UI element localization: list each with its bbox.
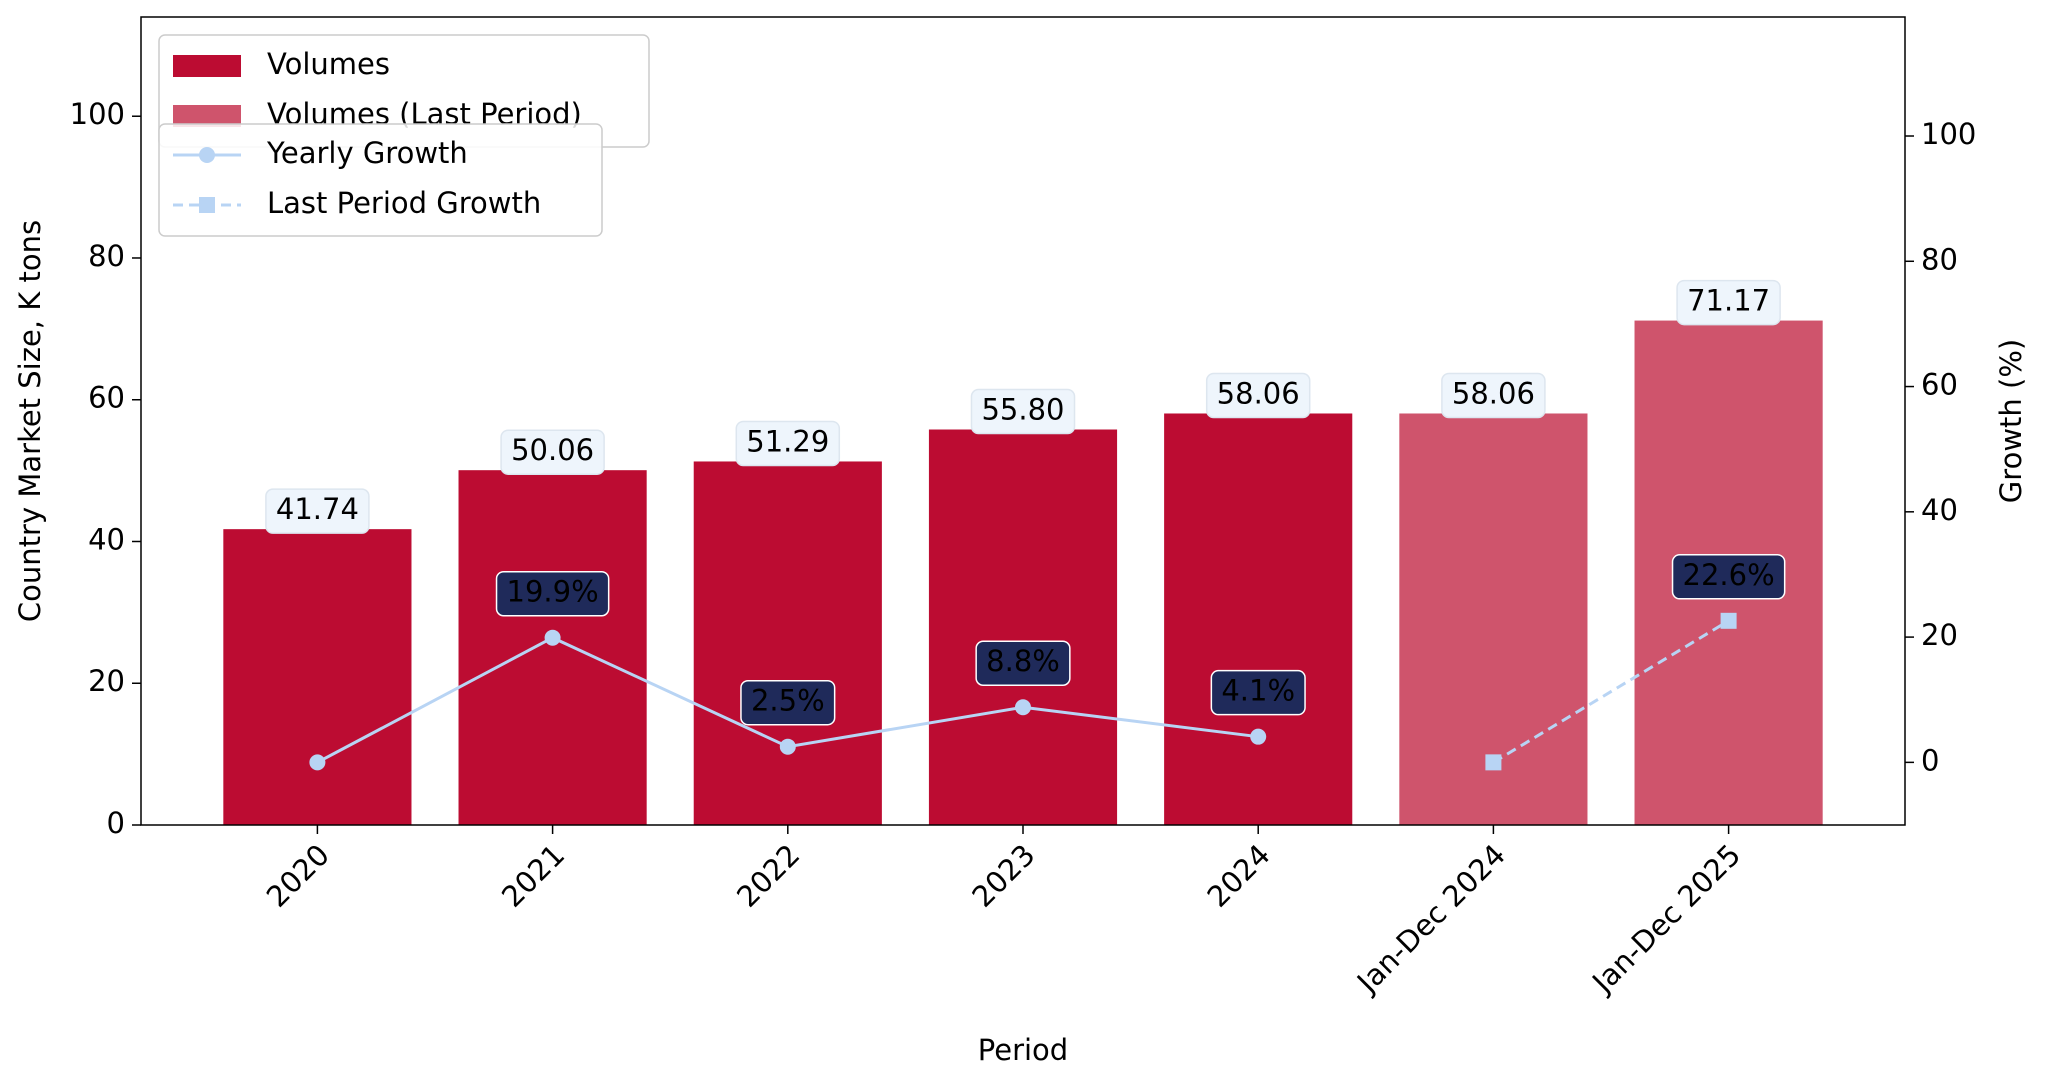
data-label-text: 8.8% <box>986 644 1060 678</box>
legend-swatch <box>173 55 241 77</box>
data-label: 4.1% <box>1210 669 1306 716</box>
data-label-text: 41.74 <box>276 492 359 526</box>
data-label-text: 50.06 <box>511 433 594 467</box>
y2-tick-label: 0 <box>1921 743 1939 777</box>
legend-box <box>158 123 603 237</box>
legend-label: Volumes <box>267 47 390 81</box>
data-label-text: 71.17 <box>1687 284 1770 318</box>
data-label: 19.9% <box>495 570 610 617</box>
x-tick-label: 2021 <box>495 838 571 914</box>
growth-marker <box>1485 754 1502 771</box>
x-tick-label: 2020 <box>260 838 336 914</box>
bar <box>693 461 882 825</box>
data-label-box <box>265 488 370 534</box>
data-label: 22.6% <box>1671 554 1786 600</box>
data-label-text: 51.29 <box>746 424 829 458</box>
data-label-text: 55.80 <box>981 393 1064 427</box>
data-label-box <box>735 420 841 467</box>
y-tick-label: 20 <box>88 664 125 698</box>
data-label: 51.29 <box>735 420 841 467</box>
data-label: 58.06 <box>1441 372 1546 419</box>
y-tick-label: 60 <box>88 381 125 415</box>
y2-axis-label: Growth (%) <box>1994 339 2028 503</box>
data-label-box <box>1441 372 1546 419</box>
legend-label: Yearly Growth <box>266 136 468 170</box>
data-label-text: 58.06 <box>1452 376 1535 410</box>
growth-marker <box>779 738 796 755</box>
y-axis-label: Country Market Size, K tons <box>13 220 47 622</box>
y-tick-label: 100 <box>70 97 125 131</box>
data-label-box <box>970 388 1076 435</box>
bar <box>458 470 647 825</box>
data-label-box <box>740 679 836 726</box>
y-tick-label: 40 <box>88 522 125 556</box>
growth-marker <box>309 754 326 771</box>
data-label-box <box>975 640 1071 686</box>
data-label-box <box>1671 554 1786 600</box>
data-label: 50.06 <box>500 429 605 475</box>
growth-line <box>1492 619 1730 764</box>
legend-marker <box>199 197 215 213</box>
data-label: 55.80 <box>970 388 1076 435</box>
legend-marker <box>199 147 215 163</box>
growth-marker <box>1250 728 1267 745</box>
data-label: 41.74 <box>265 488 370 534</box>
growth-marker <box>1720 612 1737 629</box>
y2-tick-label: 60 <box>1921 368 1958 402</box>
x-tick-label: 2023 <box>965 838 1041 914</box>
data-label-box <box>1210 669 1306 716</box>
growth-marker <box>544 629 561 646</box>
data-label-text: 19.9% <box>507 575 599 609</box>
x-tick-label: Jan-Dec 2025 <box>1584 838 1747 1001</box>
data-label: 71.17 <box>1676 279 1781 326</box>
data-label: 58.06 <box>1205 372 1311 419</box>
bar <box>1164 413 1353 825</box>
data-label-box <box>500 429 605 475</box>
x-tick-label: Jan-Dec 2024 <box>1349 838 1512 1001</box>
data-label: 8.8% <box>975 640 1071 686</box>
legend-label: Last Period Growth <box>267 186 541 220</box>
data-label-text: 4.1% <box>1221 674 1295 708</box>
data-label-box <box>495 570 610 617</box>
growth-marker <box>1015 699 1031 716</box>
x-tick-label: 2022 <box>730 838 806 914</box>
y-tick-label: 80 <box>88 239 125 273</box>
y2-tick-label: 80 <box>1921 242 1958 276</box>
data-label: 2.5% <box>740 679 836 726</box>
x-axis-label: Period <box>978 1033 1068 1067</box>
data-label-box <box>1676 279 1781 326</box>
y2-tick-label: 40 <box>1921 493 1958 527</box>
legend-swatch <box>173 105 241 127</box>
y2-tick-label: 100 <box>1921 117 1976 151</box>
y2-tick-label: 20 <box>1921 618 1958 652</box>
data-label-text: 2.5% <box>751 684 825 718</box>
bar <box>223 529 412 825</box>
bar <box>928 429 1118 825</box>
x-tick-label: 2024 <box>1201 838 1277 914</box>
data-label-text: 58.06 <box>1217 376 1300 410</box>
data-label-box <box>1205 372 1311 419</box>
data-label-text: 22.6% <box>1683 558 1775 592</box>
y-tick-label: 0 <box>107 806 125 840</box>
